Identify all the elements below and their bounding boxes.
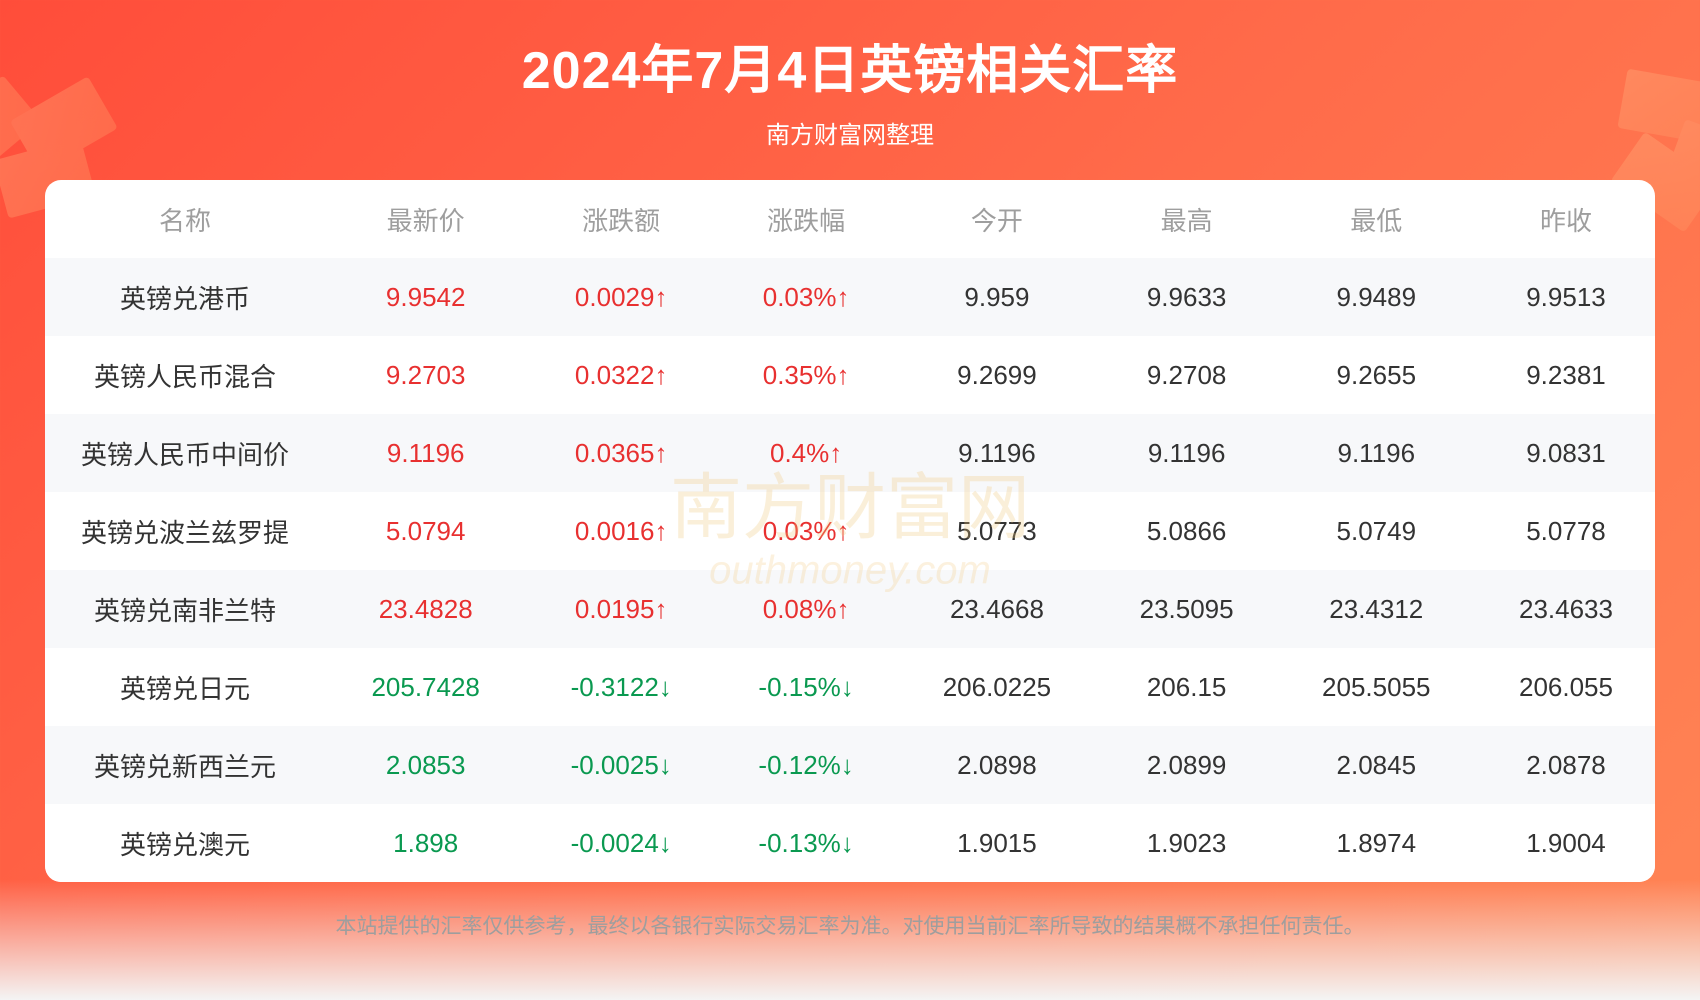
cell-open: 9.2699 (896, 336, 1097, 414)
table-header-row: 名称 最新价 涨跌额 涨跌幅 今开 最高 最低 昨收 (45, 180, 1655, 258)
cell-low: 9.1196 (1276, 414, 1477, 492)
cell-prev-close: 5.0778 (1477, 492, 1655, 570)
col-name: 名称 (45, 180, 325, 258)
cell-latest: 5.0794 (325, 492, 526, 570)
cell-change-amount: 0.0029↑ (526, 258, 716, 336)
cell-low: 9.9489 (1276, 258, 1477, 336)
cell-name: 英镑兑澳元 (45, 804, 325, 882)
cell-high: 2.0899 (1098, 726, 1276, 804)
cell-high: 9.1196 (1098, 414, 1276, 492)
cell-change-amount: 0.0195↑ (526, 570, 716, 648)
cell-name: 英镑兑南非兰特 (45, 570, 325, 648)
cell-low: 2.0845 (1276, 726, 1477, 804)
table-row: 英镑兑日元205.7428-0.3122↓-0.15%↓206.0225206.… (45, 648, 1655, 726)
cell-change-pct: -0.13%↓ (716, 804, 896, 882)
cell-change-amount: 0.0322↑ (526, 336, 716, 414)
table-row: 英镑兑波兰兹罗提5.07940.0016↑0.03%↑5.07735.08665… (45, 492, 1655, 570)
cell-latest: 2.0853 (325, 726, 526, 804)
cell-open: 206.0225 (896, 648, 1097, 726)
cell-name: 英镑兑波兰兹罗提 (45, 492, 325, 570)
cell-open: 9.959 (896, 258, 1097, 336)
cell-latest: 9.9542 (325, 258, 526, 336)
cell-open: 2.0898 (896, 726, 1097, 804)
cell-name: 英镑兑新西兰元 (45, 726, 325, 804)
col-latest: 最新价 (325, 180, 526, 258)
table-row: 英镑兑港币9.95420.0029↑0.03%↑9.9599.96339.948… (45, 258, 1655, 336)
col-change-amount: 涨跌额 (526, 180, 716, 258)
cell-low: 205.5055 (1276, 648, 1477, 726)
table-row: 英镑兑南非兰特23.48280.0195↑0.08%↑23.466823.509… (45, 570, 1655, 648)
cell-high: 23.5095 (1098, 570, 1276, 648)
cell-change-amount: -0.0024↓ (526, 804, 716, 882)
cell-change-pct: 0.08%↑ (716, 570, 896, 648)
cell-change-amount: 0.0016↑ (526, 492, 716, 570)
cell-high: 5.0866 (1098, 492, 1276, 570)
cell-low: 1.8974 (1276, 804, 1477, 882)
cell-latest: 9.2703 (325, 336, 526, 414)
cell-open: 1.9015 (896, 804, 1097, 882)
cell-low: 5.0749 (1276, 492, 1477, 570)
cell-prev-close: 23.4633 (1477, 570, 1655, 648)
rates-table: 名称 最新价 涨跌额 涨跌幅 今开 最高 最低 昨收 英镑兑港币9.95420.… (45, 180, 1655, 882)
cell-prev-close: 1.9004 (1477, 804, 1655, 882)
cell-prev-close: 2.0878 (1477, 726, 1655, 804)
cell-change-pct: 0.35%↑ (716, 336, 896, 414)
table-body: 英镑兑港币9.95420.0029↑0.03%↑9.9599.96339.948… (45, 258, 1655, 882)
cell-low: 23.4312 (1276, 570, 1477, 648)
bottom-gradient (0, 880, 1700, 1000)
cell-latest: 205.7428 (325, 648, 526, 726)
cell-prev-close: 9.9513 (1477, 258, 1655, 336)
cell-high: 9.2708 (1098, 336, 1276, 414)
col-prev-close: 昨收 (1477, 180, 1655, 258)
col-low: 最低 (1276, 180, 1477, 258)
cell-latest: 9.1196 (325, 414, 526, 492)
cell-change-amount: -0.0025↓ (526, 726, 716, 804)
cell-open: 23.4668 (896, 570, 1097, 648)
cell-change-amount: -0.3122↓ (526, 648, 716, 726)
col-high: 最高 (1098, 180, 1276, 258)
cell-prev-close: 9.0831 (1477, 414, 1655, 492)
cell-change-pct: 0.03%↑ (716, 492, 896, 570)
cell-latest: 1.898 (325, 804, 526, 882)
cell-high: 1.9023 (1098, 804, 1276, 882)
cell-name: 英镑兑港币 (45, 258, 325, 336)
col-change-pct: 涨跌幅 (716, 180, 896, 258)
cell-name: 英镑人民币中间价 (45, 414, 325, 492)
table-row: 英镑人民币中间价9.11960.0365↑0.4%↑9.11969.11969.… (45, 414, 1655, 492)
page-title: 2024年7月4日英镑相关汇率 (0, 28, 1700, 103)
disclaimer: 本站提供的汇率仅供参考，最终以各银行实际交易汇率为准。对使用当前汇率所导致的结果… (0, 910, 1700, 940)
cell-open: 9.1196 (896, 414, 1097, 492)
cell-high: 206.15 (1098, 648, 1276, 726)
header: 2024年7月4日英镑相关汇率 南方财富网整理 (0, 0, 1700, 170)
col-open: 今开 (896, 180, 1097, 258)
cell-change-pct: -0.12%↓ (716, 726, 896, 804)
table-row: 英镑人民币混合9.27030.0322↑0.35%↑9.26999.27089.… (45, 336, 1655, 414)
cell-change-amount: 0.0365↑ (526, 414, 716, 492)
cell-open: 5.0773 (896, 492, 1097, 570)
cell-name: 英镑人民币混合 (45, 336, 325, 414)
rates-table-container: 南方财富网 outhmoney.com 名称 最新价 涨跌额 涨跌幅 今开 最高… (45, 180, 1655, 882)
cell-high: 9.9633 (1098, 258, 1276, 336)
page-subtitle: 南方财富网整理 (0, 115, 1700, 150)
cell-latest: 23.4828 (325, 570, 526, 648)
cell-name: 英镑兑日元 (45, 648, 325, 726)
cell-change-pct: 0.4%↑ (716, 414, 896, 492)
table-row: 英镑兑澳元1.898-0.0024↓-0.13%↓1.90151.90231.8… (45, 804, 1655, 882)
cell-prev-close: 206.055 (1477, 648, 1655, 726)
cell-prev-close: 9.2381 (1477, 336, 1655, 414)
cell-change-pct: -0.15%↓ (716, 648, 896, 726)
cell-low: 9.2655 (1276, 336, 1477, 414)
cell-change-pct: 0.03%↑ (716, 258, 896, 336)
table-row: 英镑兑新西兰元2.0853-0.0025↓-0.12%↓2.08982.0899… (45, 726, 1655, 804)
